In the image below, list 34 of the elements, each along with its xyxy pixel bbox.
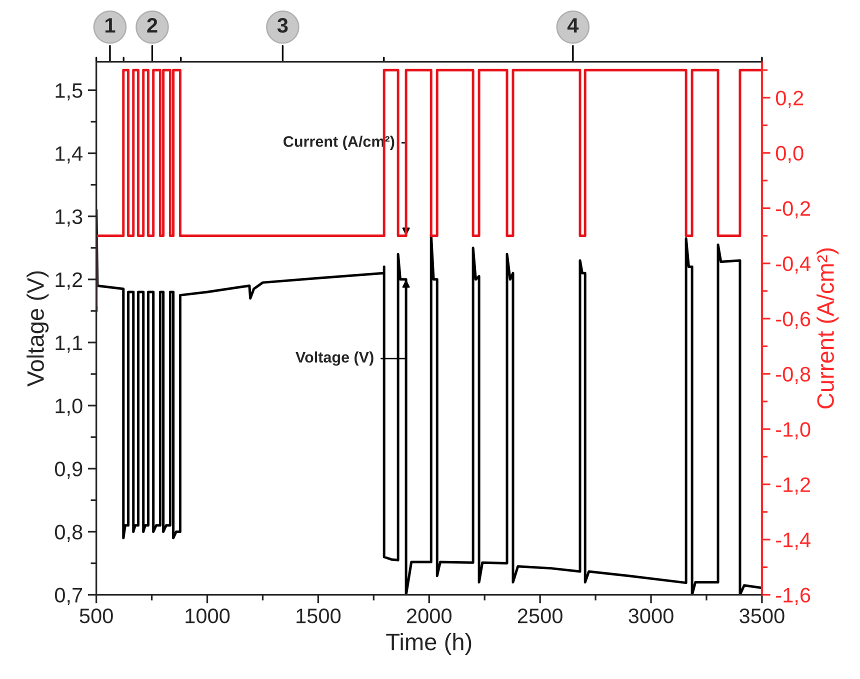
y2-tick-label: -1,2 [776,477,810,495]
x-tick-label: 3000 [628,608,674,624]
y-tick-label: 1,3 [56,209,82,227]
x-axis-title: Time (h) [386,632,472,655]
x-tick-label: 1000 [186,608,230,624]
y-tick-label: 0,8 [54,524,82,542]
y-tick-label: 1,0 [56,398,82,416]
y2-tick-label: -0,4 [776,256,810,274]
y2-tick-label: -1,6 [776,588,810,606]
y2-tick-label: -0,6 [776,312,810,329]
y2-tick-label: -0,2 [776,201,810,218]
text: 1 [105,18,116,33]
text: 4 [567,18,579,33]
y-tick-label: 0,7 [54,588,82,606]
y2-tick-label: 0,0 [776,146,804,164]
y-tick-label: 1,2 [56,272,82,290]
y2-tick-label: -0,8 [776,366,810,384]
x-tick-label: 3500 [740,608,784,624]
y2-tick-label: -1,0 [776,422,810,440]
x-tick-label: 1500 [296,608,341,624]
y2-tick-label: -1,4 [776,532,810,550]
x-tick-label: 2500 [518,608,562,624]
annotation: Voltage (V) [296,351,374,366]
y-axis-title: Voltage (V) [26,271,49,387]
y-tick-label: 1,5 [56,83,82,100]
y2-axis-title: Current (A/cm²) [816,248,839,408]
y2-tick-label: 0,2 [776,90,804,108]
text: 3 [277,18,288,33]
y-tick-label: 1,4 [56,146,83,164]
y-tick-label: 0,9 [54,462,82,479]
x-tick-label: 500 [80,608,113,624]
text: 2 [147,18,158,33]
x-tick-label: 2000 [407,608,452,624]
y-tick-label: 1,1 [56,336,82,353]
